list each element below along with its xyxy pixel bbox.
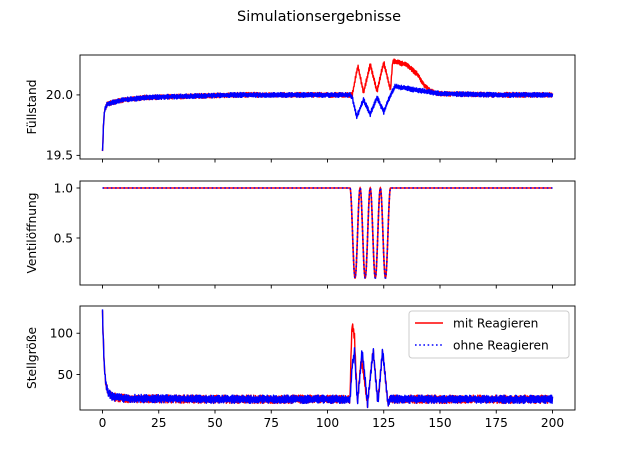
x-tick-label: 200 [541, 416, 564, 430]
legend-frame [408, 310, 570, 359]
axes-frame [79, 54, 576, 160]
y-tick-label: 50 [57, 368, 73, 382]
y-tick-label: 1.0 [54, 181, 73, 195]
axes-fuellstand: 19.5 20.0 Füllstand [25, 54, 576, 163]
series-line-ohne-reagieren [102, 186, 553, 279]
figure-title: Simulationsergebnisse [237, 9, 401, 25]
axes-stellgroesse: 0 25 50 75 100 125 150 175 200 50 100 Stellgröße [25, 305, 576, 430]
y-axis-label: Ventilöffnung [25, 193, 39, 274]
series-line-ohne-reagieren [101, 309, 554, 409]
x-tick-label: 25 [151, 416, 167, 430]
x-tick-label: 175 [485, 416, 508, 430]
y-axis-label: Füllstand [25, 80, 39, 135]
x-tick-label: 100 [316, 416, 339, 430]
series-line-mit-reagieren [101, 58, 554, 152]
x-tick-label: 125 [372, 416, 395, 430]
legend: mit Reagieren ohne Reagieren [408, 310, 570, 359]
x-tick-label: 0 [99, 416, 107, 430]
y-tick-label: 19.5 [46, 149, 73, 163]
y-tick-label: 100 [50, 327, 73, 341]
series-line-ohne-reagieren [101, 83, 554, 151]
axes-frame [79, 180, 576, 286]
x-tick-label: 150 [428, 416, 451, 430]
x-tick-label: 75 [263, 416, 279, 430]
y-tick-label: 20.0 [46, 88, 73, 102]
legend-label-mit-reagieren: mit Reagieren [453, 317, 538, 331]
x-tick-label: 50 [207, 416, 223, 430]
y-axis-label: Stellgröße [25, 327, 39, 389]
y-tick-label: 0.5 [54, 231, 73, 245]
legend-label-ohne-reagieren: ohne Reagieren [453, 339, 549, 353]
axes-ventiloeffnung: 0.5 1.0 Ventilöffnung [25, 180, 576, 289]
series-line-mit-reagieren [102, 186, 553, 279]
